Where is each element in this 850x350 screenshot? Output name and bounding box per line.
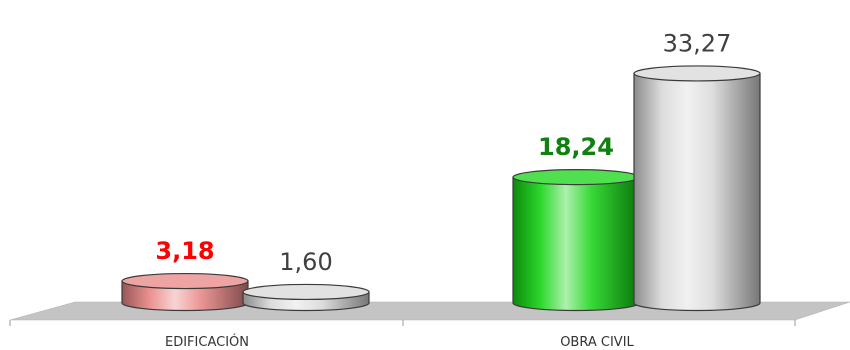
- axis-ticks: [9, 320, 796, 326]
- bar-cylinder: [121, 272, 249, 312]
- bar-cylinder: [512, 169, 640, 312]
- category-label: OBRA CIVIL: [560, 335, 634, 350]
- bar-body: [633, 72, 761, 312]
- value-label: 1,60: [279, 248, 332, 276]
- bar-body: [512, 176, 640, 312]
- bar-top: [242, 283, 370, 301]
- bar-cylinder: [242, 283, 370, 312]
- bar-top: [633, 65, 761, 82]
- category-label: EDIFICACIÓN: [165, 334, 249, 350]
- category-labels: EDIFICACIÓN OBRA CIVIL: [165, 334, 635, 350]
- bar-cylinder: [633, 65, 761, 312]
- value-labels: 3,18 1,60 18,24 33,27: [155, 29, 731, 276]
- bars: [121, 65, 761, 312]
- value-label: 3,18: [155, 237, 214, 265]
- bar-top: [512, 169, 640, 186]
- value-label: 33,27: [663, 29, 732, 57]
- value-label: 18,24: [538, 133, 614, 161]
- bar-top: [121, 272, 249, 290]
